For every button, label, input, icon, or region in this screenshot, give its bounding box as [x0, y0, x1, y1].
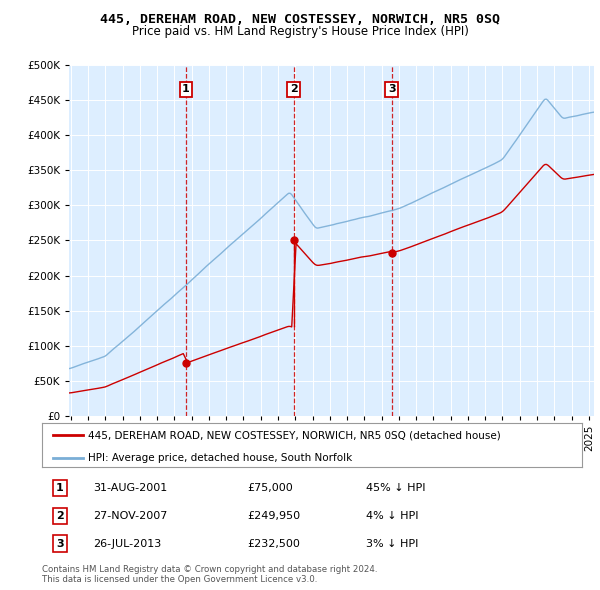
Point	[289, 236, 299, 245]
Text: Contains HM Land Registry data © Crown copyright and database right 2024.
This d: Contains HM Land Registry data © Crown c…	[42, 565, 377, 584]
Text: 445, DEREHAM ROAD, NEW COSTESSEY, NORWICH, NR5 0SQ (detached house): 445, DEREHAM ROAD, NEW COSTESSEY, NORWIC…	[88, 431, 500, 440]
Text: HPI: Average price, detached house, South Norfolk: HPI: Average price, detached house, Sout…	[88, 453, 352, 463]
Text: 1: 1	[182, 84, 190, 94]
Text: Price paid vs. HM Land Registry's House Price Index (HPI): Price paid vs. HM Land Registry's House …	[131, 25, 469, 38]
Text: £232,500: £232,500	[247, 539, 300, 549]
Text: 3: 3	[56, 539, 64, 549]
Point	[387, 248, 397, 257]
Text: 27-NOV-2007: 27-NOV-2007	[94, 511, 167, 520]
Text: 3% ↓ HPI: 3% ↓ HPI	[366, 539, 418, 549]
Text: 45% ↓ HPI: 45% ↓ HPI	[366, 483, 425, 493]
Text: 445, DEREHAM ROAD, NEW COSTESSEY, NORWICH, NR5 0SQ: 445, DEREHAM ROAD, NEW COSTESSEY, NORWIC…	[100, 13, 500, 26]
Text: 4% ↓ HPI: 4% ↓ HPI	[366, 511, 419, 520]
Text: 3: 3	[388, 84, 395, 94]
Text: 26-JUL-2013: 26-JUL-2013	[94, 539, 161, 549]
Text: £75,000: £75,000	[247, 483, 293, 493]
Text: 31-AUG-2001: 31-AUG-2001	[94, 483, 167, 493]
Point	[181, 359, 191, 368]
Text: 1: 1	[56, 483, 64, 493]
Text: 2: 2	[56, 511, 64, 520]
Text: £249,950: £249,950	[247, 511, 301, 520]
Text: 2: 2	[290, 84, 298, 94]
